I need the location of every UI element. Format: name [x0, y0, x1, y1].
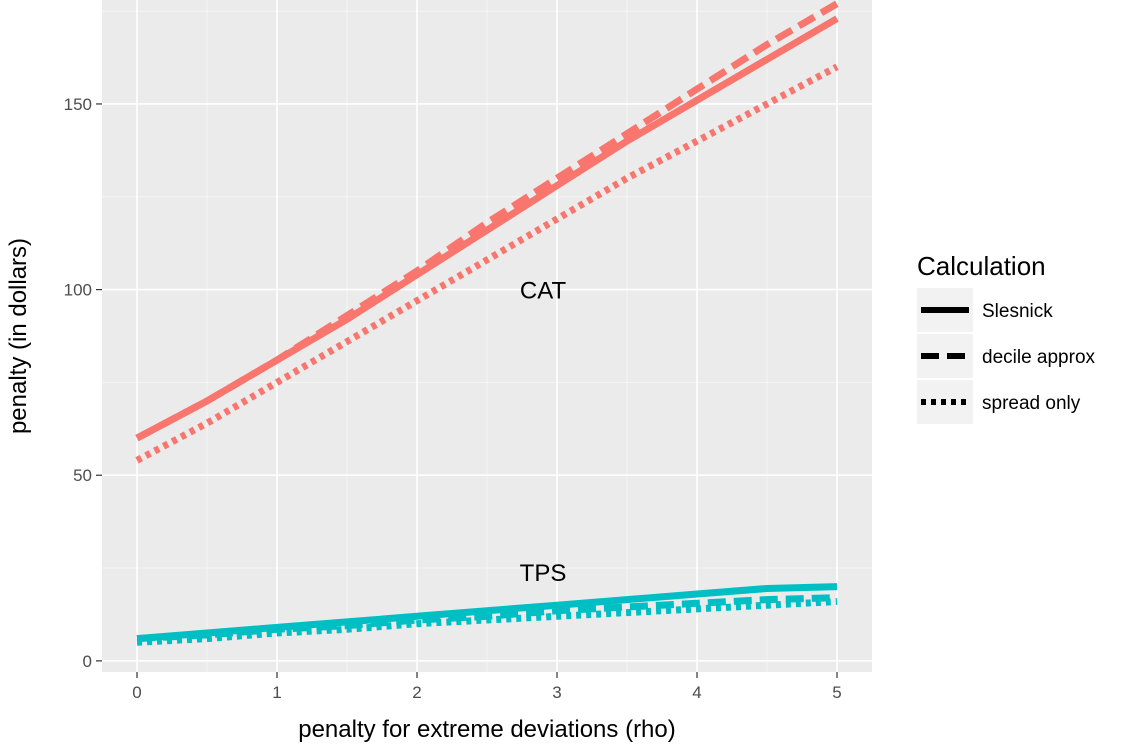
series-layer	[135, 0, 839, 646]
annotation-layer: CAT TPS	[520, 278, 567, 587]
annotation-label: TPS	[520, 560, 567, 587]
legend-label: decile approx	[982, 347, 1096, 368]
x-tick-label: 5	[832, 683, 841, 702]
legend-label: Slesnick	[982, 301, 1053, 322]
legend-title: Calculation	[917, 251, 1046, 281]
x-tick-label: 0	[132, 683, 141, 702]
series-line-cat-dotted	[135, 63, 839, 464]
grid-minor	[102, 0, 872, 672]
y-tick-label: 0	[83, 652, 92, 671]
series-line-tps-dotted	[136, 598, 838, 646]
x-tick-label: 1	[272, 683, 281, 702]
y-tick-label: 150	[64, 95, 92, 114]
series-line-tps-dashed	[136, 594, 838, 643]
legend-label: spread only	[982, 393, 1081, 414]
x-tick-label: 3	[552, 683, 561, 702]
y-tick-label: 100	[64, 281, 92, 300]
x-axis-title: penalty for extreme deviations (rho)	[298, 716, 676, 743]
grid-major	[102, 0, 872, 672]
x-tick-label: 4	[692, 683, 701, 702]
y-axis-ticks: 0 50 100 150	[64, 95, 102, 671]
y-tick-label: 50	[73, 466, 92, 485]
x-axis-ticks: 0 1 2 3 4 5	[132, 672, 842, 702]
series-line-cat-dashed	[135, 0, 839, 442]
legend: Calculation Slesnick decile approx spread …	[917, 251, 1096, 424]
x-tick-label: 2	[412, 683, 421, 702]
annotation-label: CAT	[520, 278, 567, 305]
y-axis-title: penalty (in dollars)	[5, 238, 32, 434]
